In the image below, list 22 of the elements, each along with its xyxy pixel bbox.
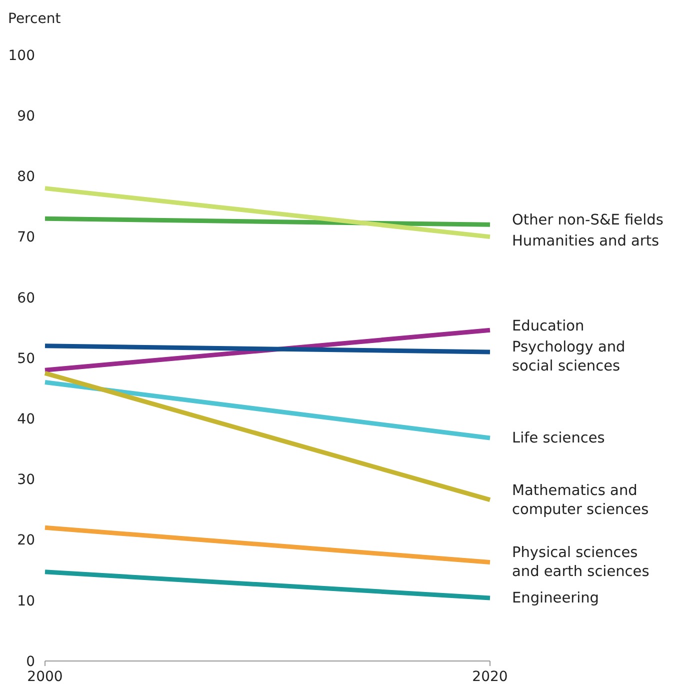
y-tick-label: 40: [17, 412, 35, 428]
y-tick-label: 0: [26, 654, 35, 670]
y-tick-label: 80: [17, 169, 35, 186]
series-label: Physical sciences and earth sciences: [512, 545, 650, 580]
y-tick-label: 50: [17, 350, 35, 367]
series-label: Engineering: [512, 590, 599, 606]
series-label: Education: [512, 318, 584, 334]
series-label: Mathematics and computer sciences: [512, 482, 649, 518]
y-tick-label: 20: [17, 532, 35, 549]
x-tick-label: 2000: [27, 669, 63, 685]
y-tick-label: 10: [17, 593, 35, 610]
x-tick-label: 2020: [472, 669, 508, 685]
y-tick-label: 100: [8, 48, 35, 64]
series-label: Humanities and arts: [512, 234, 660, 250]
series-label: Psychology and social sciences: [512, 339, 626, 374]
y-tick-label: 90: [17, 108, 35, 124]
series-label: Life sciences: [512, 430, 605, 446]
y-tick-label: 70: [17, 230, 35, 246]
y-axis-title: Percent: [8, 11, 62, 27]
y-tick-label: 60: [17, 290, 35, 306]
series-label: Other non-S&E fields: [512, 212, 664, 229]
y-tick-label: 30: [17, 472, 35, 488]
